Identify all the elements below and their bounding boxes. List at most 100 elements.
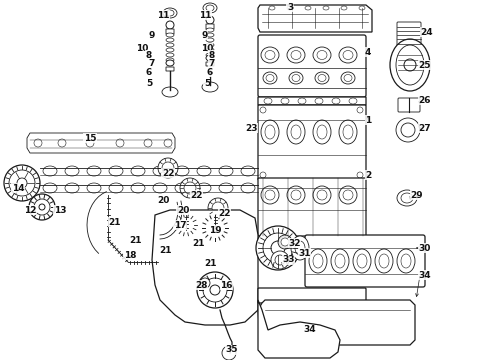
Ellipse shape (17, 178, 27, 188)
Text: 21: 21 (204, 258, 216, 267)
Ellipse shape (158, 158, 178, 178)
Ellipse shape (269, 6, 275, 10)
Text: 9: 9 (148, 31, 155, 40)
Ellipse shape (179, 218, 193, 232)
Ellipse shape (109, 183, 123, 193)
Ellipse shape (261, 47, 279, 63)
Text: 34: 34 (418, 270, 431, 279)
Ellipse shape (263, 233, 293, 263)
FancyBboxPatch shape (258, 288, 366, 303)
Text: 33: 33 (282, 256, 294, 265)
Text: 25: 25 (418, 60, 431, 69)
Text: 22: 22 (190, 190, 202, 199)
Ellipse shape (206, 55, 214, 61)
Ellipse shape (287, 6, 293, 10)
Ellipse shape (166, 10, 174, 16)
Ellipse shape (349, 98, 357, 104)
Ellipse shape (164, 139, 172, 147)
Ellipse shape (184, 182, 196, 194)
Ellipse shape (295, 241, 305, 255)
Ellipse shape (287, 120, 305, 144)
Ellipse shape (313, 254, 323, 268)
Ellipse shape (375, 249, 393, 273)
Ellipse shape (271, 241, 285, 255)
Ellipse shape (357, 107, 363, 113)
Ellipse shape (166, 48, 174, 52)
Ellipse shape (203, 3, 217, 13)
Ellipse shape (401, 123, 415, 137)
Ellipse shape (335, 254, 345, 268)
Ellipse shape (175, 166, 189, 176)
Ellipse shape (315, 98, 323, 104)
Ellipse shape (58, 139, 66, 147)
Ellipse shape (357, 172, 363, 178)
Ellipse shape (397, 190, 417, 206)
Ellipse shape (341, 6, 347, 10)
Ellipse shape (43, 183, 57, 193)
Ellipse shape (210, 285, 220, 295)
Ellipse shape (34, 199, 50, 215)
Ellipse shape (166, 43, 174, 47)
Ellipse shape (305, 6, 311, 10)
Ellipse shape (260, 172, 266, 178)
Ellipse shape (344, 75, 352, 81)
Ellipse shape (201, 214, 229, 242)
Ellipse shape (379, 254, 389, 268)
Ellipse shape (264, 98, 272, 104)
Text: 3: 3 (287, 3, 293, 12)
Ellipse shape (353, 249, 371, 273)
Ellipse shape (401, 254, 411, 268)
Ellipse shape (317, 50, 327, 59)
Ellipse shape (291, 190, 301, 200)
Ellipse shape (261, 120, 279, 144)
Text: 14: 14 (12, 184, 24, 193)
Text: 28: 28 (196, 280, 208, 289)
Text: 12: 12 (24, 206, 36, 215)
Ellipse shape (211, 224, 219, 232)
Text: 22: 22 (162, 168, 174, 177)
Ellipse shape (116, 139, 124, 147)
Ellipse shape (202, 82, 218, 92)
Ellipse shape (291, 50, 301, 59)
Text: 7: 7 (148, 59, 155, 68)
Ellipse shape (313, 47, 331, 63)
Text: 7: 7 (209, 59, 215, 68)
FancyBboxPatch shape (258, 35, 366, 97)
Text: 10: 10 (136, 44, 148, 53)
Ellipse shape (163, 8, 177, 18)
Ellipse shape (261, 186, 279, 204)
Text: 20: 20 (177, 206, 189, 215)
Text: 4: 4 (365, 48, 371, 57)
Ellipse shape (166, 53, 174, 57)
Ellipse shape (291, 236, 309, 260)
Ellipse shape (315, 72, 329, 84)
Ellipse shape (275, 255, 285, 265)
Ellipse shape (341, 72, 355, 84)
FancyBboxPatch shape (398, 98, 420, 112)
Ellipse shape (357, 254, 367, 268)
Text: 13: 13 (54, 206, 66, 215)
Polygon shape (27, 133, 175, 153)
Ellipse shape (256, 226, 300, 270)
Ellipse shape (166, 33, 174, 37)
Text: 21: 21 (159, 246, 171, 255)
Ellipse shape (323, 6, 329, 10)
Ellipse shape (87, 166, 101, 176)
FancyBboxPatch shape (166, 67, 174, 71)
Ellipse shape (206, 28, 214, 32)
Text: 17: 17 (173, 220, 186, 230)
Ellipse shape (166, 38, 174, 42)
Text: 2: 2 (365, 171, 371, 180)
Ellipse shape (174, 213, 198, 237)
Text: 5: 5 (146, 78, 152, 87)
Ellipse shape (219, 183, 233, 193)
Text: 1: 1 (365, 116, 371, 125)
Ellipse shape (39, 204, 45, 210)
Ellipse shape (200, 278, 210, 288)
Ellipse shape (396, 118, 420, 142)
Ellipse shape (339, 120, 357, 144)
Ellipse shape (281, 238, 289, 246)
Ellipse shape (153, 166, 167, 176)
Ellipse shape (343, 125, 353, 139)
Ellipse shape (291, 125, 301, 139)
